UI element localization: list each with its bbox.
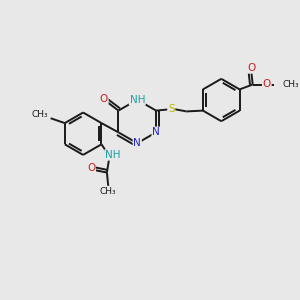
Text: CH₃: CH₃ [100, 187, 117, 196]
Text: NH: NH [130, 95, 145, 105]
Text: S: S [168, 104, 175, 114]
Text: NH: NH [105, 150, 121, 160]
Text: O: O [247, 63, 255, 73]
Text: O: O [263, 79, 271, 89]
Text: N: N [152, 127, 160, 137]
Text: CH₃: CH₃ [283, 80, 299, 89]
Text: O: O [100, 94, 108, 104]
Text: N: N [134, 138, 141, 148]
Text: CH₃: CH₃ [32, 110, 49, 119]
Text: O: O [87, 163, 95, 173]
